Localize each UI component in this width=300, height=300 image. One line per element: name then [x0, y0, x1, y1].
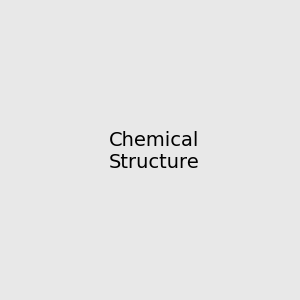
Text: Chemical
Structure: Chemical Structure	[108, 131, 199, 172]
